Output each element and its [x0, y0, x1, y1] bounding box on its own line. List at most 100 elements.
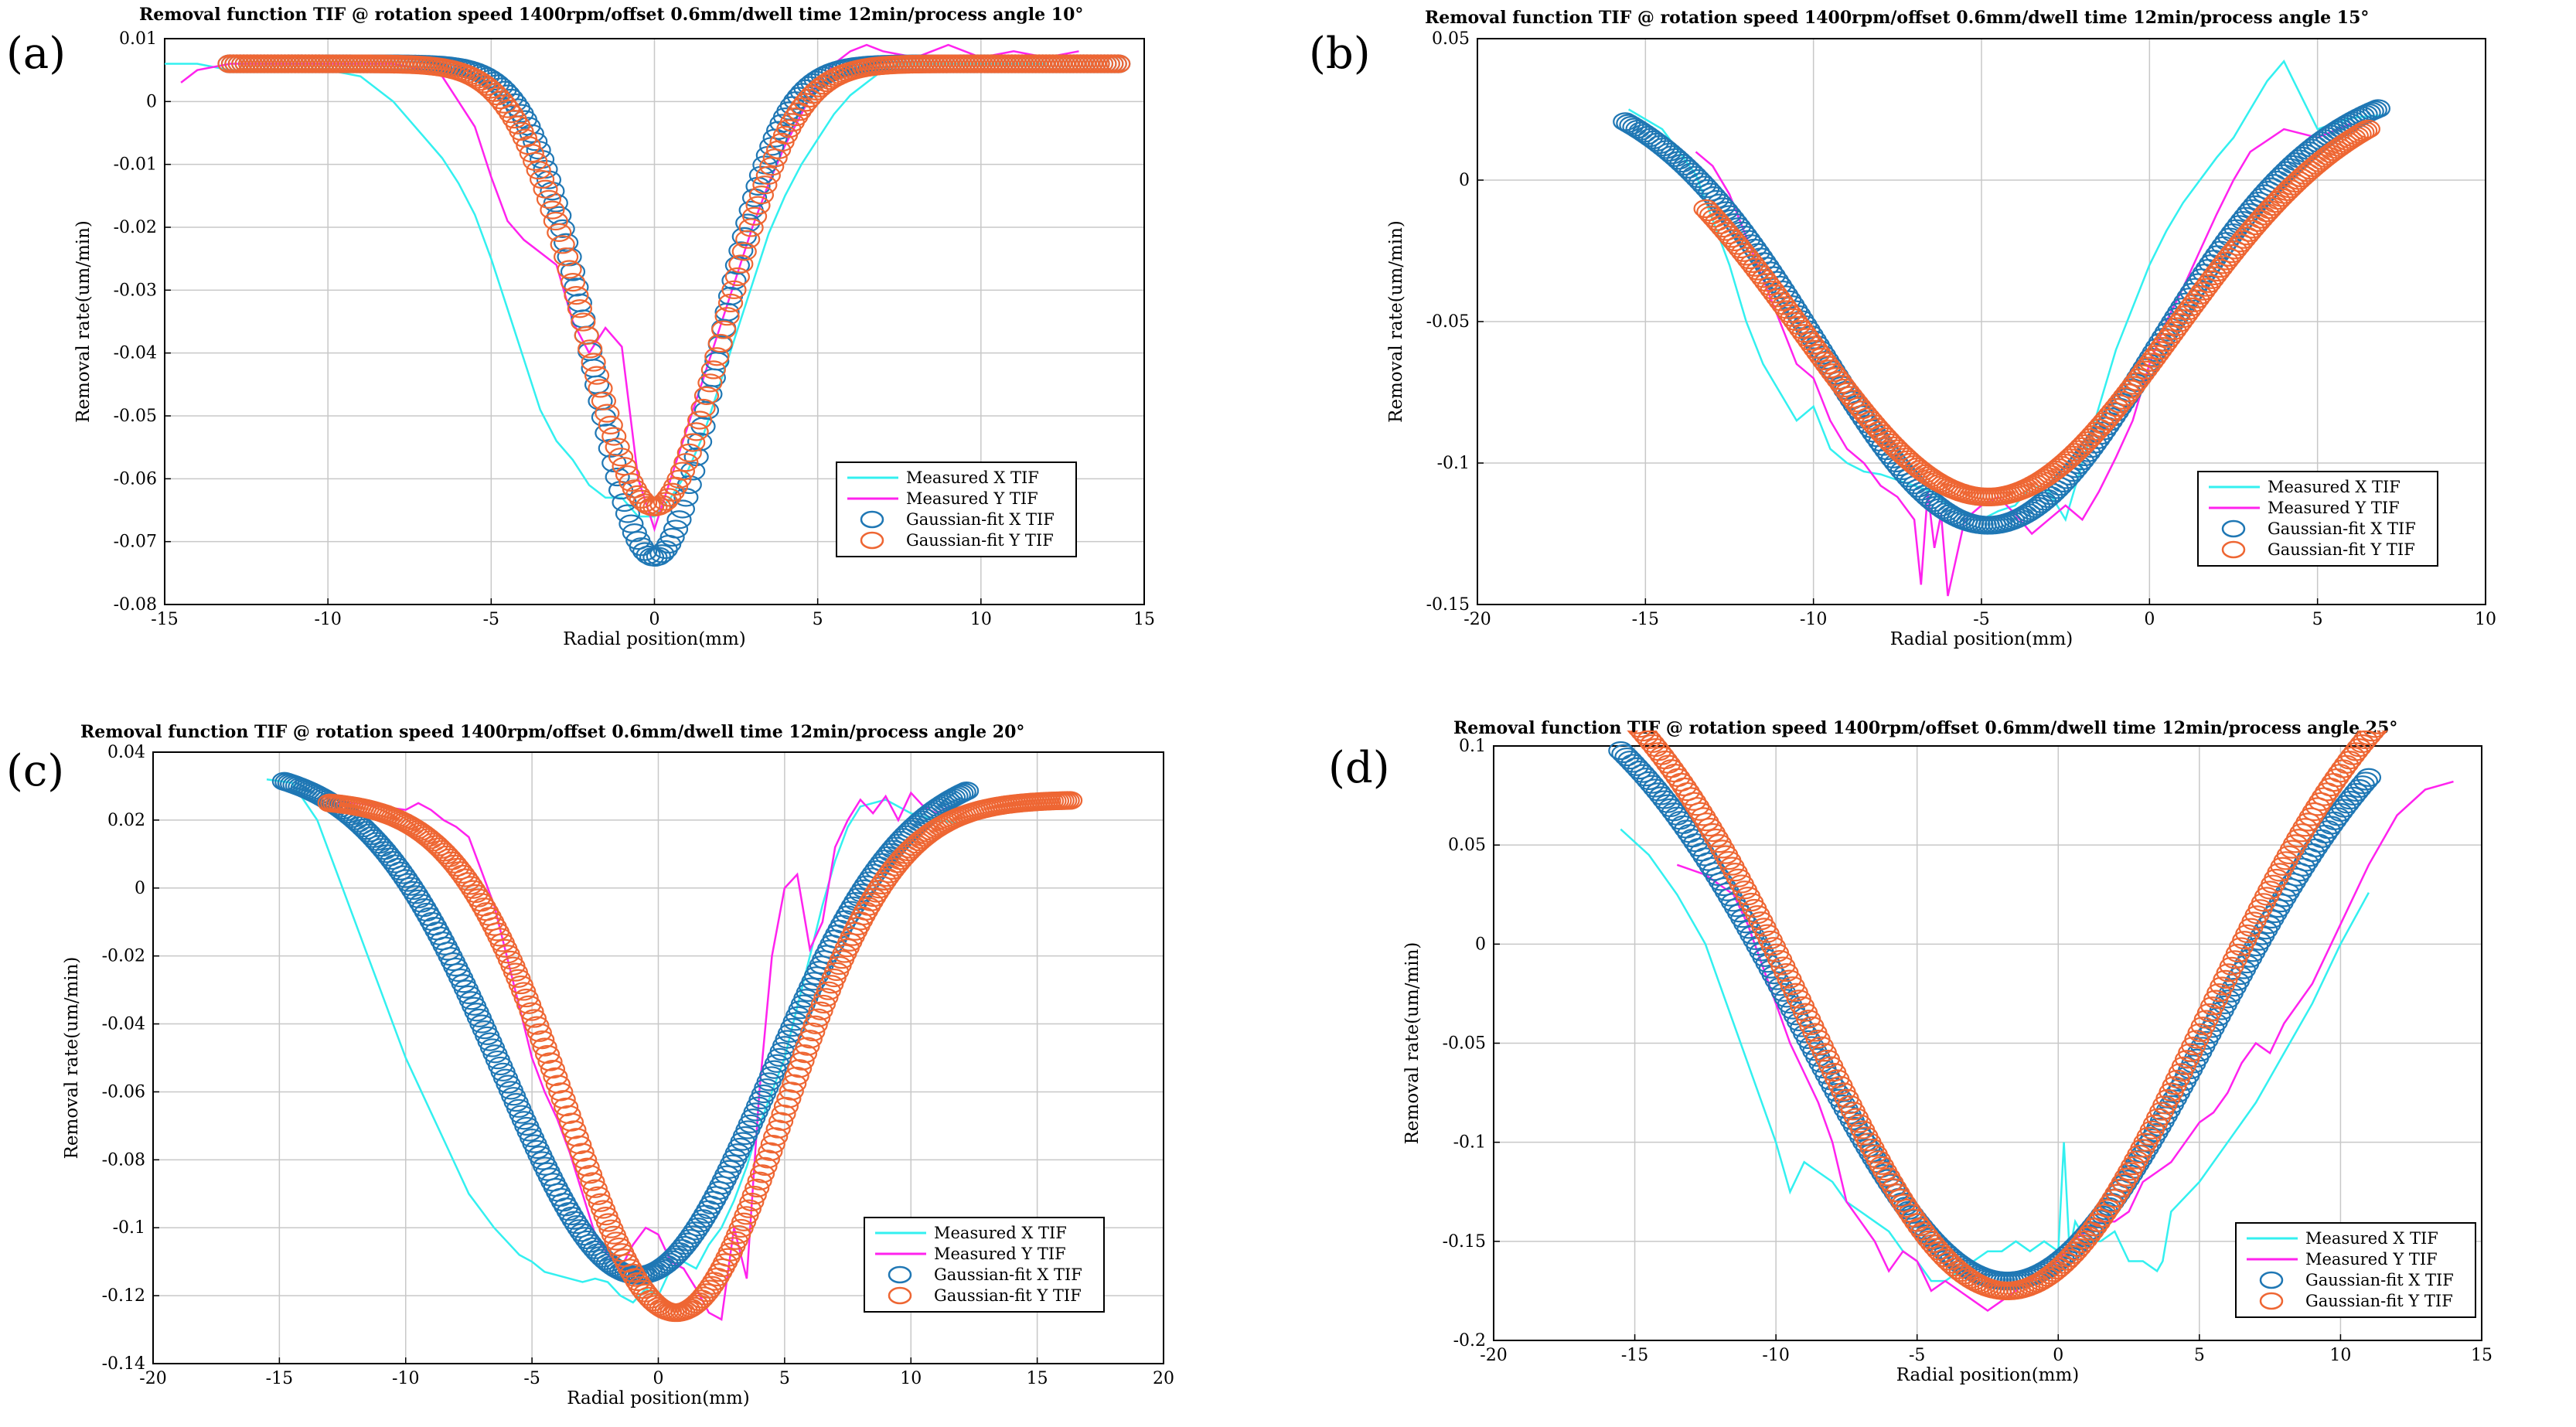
y-tick-label: -0.04 — [102, 1015, 145, 1034]
fit-point — [2395, 687, 2418, 704]
y-tick-label: -0.1 — [1437, 454, 1470, 473]
x-tick-label: 10 — [2329, 1346, 2351, 1365]
fit-point — [666, 510, 692, 530]
fit-point — [807, 78, 833, 97]
fit-point — [615, 465, 641, 485]
fit-point — [464, 70, 489, 89]
legend-marker — [888, 1265, 912, 1284]
fit-point — [478, 80, 503, 99]
fit-point — [790, 83, 816, 102]
fit-point — [458, 876, 483, 895]
fit-point — [1627, 731, 1652, 738]
legend-label: Gaussian-fit Y TIF — [934, 1286, 1082, 1305]
fit-point — [693, 386, 720, 405]
fit-point — [536, 189, 562, 209]
chart-panel-4: (d) Removal function TIF @ rotation speed… — [1328, 660, 2493, 1385]
y-tick-label: -0.12 — [102, 1286, 145, 1306]
y-tick-label: -0.1 — [1453, 1133, 1486, 1153]
legend-marker — [2259, 1271, 2284, 1289]
fit-point — [540, 1060, 566, 1079]
fit-point — [605, 467, 630, 487]
x-tick-label: -15 — [151, 610, 178, 629]
legend-label: Gaussian-fit Y TIF — [2268, 540, 2415, 559]
chart-panel-1: (a) Removal function TIF @ rotation speed… — [6, 5, 1155, 649]
fit-point — [954, 782, 980, 801]
fit-point — [1682, 165, 1707, 185]
legend-label: Measured X TIF — [906, 468, 1039, 487]
fit-point — [2356, 768, 2382, 787]
fit-point — [584, 366, 610, 385]
fit-point — [530, 1030, 555, 1050]
y-tick-label: -0.08 — [102, 1150, 145, 1170]
fit-point — [717, 293, 744, 313]
fit-point — [622, 523, 647, 543]
fit-point — [1918, 490, 1944, 509]
fit-point — [846, 887, 871, 907]
fit-point — [745, 196, 771, 215]
fit-point — [2353, 121, 2378, 141]
fit-point — [2363, 731, 2387, 738]
fit-point — [581, 352, 606, 372]
legend-label: Measured Y TIF — [2268, 499, 2400, 517]
fit-point — [574, 325, 599, 346]
fit-point — [1929, 1245, 1955, 1265]
legend-marker — [860, 510, 884, 529]
fit-point — [1869, 424, 1895, 443]
y-tick-label: -0.08 — [114, 595, 157, 615]
x-tick-label: -10 — [1762, 1346, 1789, 1365]
fit-point — [683, 1221, 708, 1241]
panel-letter: (a) — [6, 29, 66, 79]
fit-point — [2022, 499, 2047, 518]
fit-point — [755, 1149, 781, 1169]
x-axis-label: Radial position(mm) — [1896, 1365, 2080, 1385]
x-tick-label: -5 — [1909, 1346, 1925, 1365]
fit-point — [571, 312, 596, 332]
fit-point — [687, 410, 713, 430]
fit-point — [526, 161, 551, 180]
fit-point — [523, 152, 548, 171]
fit-point — [736, 1199, 762, 1218]
x-tick-label: -20 — [139, 1369, 166, 1388]
fit-point — [488, 90, 513, 110]
y-tick-label: -0.2 — [1453, 1331, 1486, 1350]
fit-point — [554, 233, 579, 252]
fit-point — [2427, 662, 2450, 679]
series-measured-x-tif — [1620, 828, 2370, 1282]
fit-point — [731, 226, 757, 247]
x-tick-label: 15 — [1133, 610, 1155, 629]
fit-point — [537, 1052, 563, 1071]
y-tick-label: -0.1 — [113, 1218, 145, 1238]
x-tick-label: 10 — [900, 1369, 922, 1388]
fit-point — [526, 1023, 552, 1042]
fit-point — [951, 782, 976, 802]
fit-point — [572, 1150, 598, 1170]
fit-point — [2257, 200, 2282, 220]
fit-point — [813, 988, 839, 1007]
x-tick-label: -15 — [1621, 1346, 1648, 1365]
fit-point — [808, 1001, 833, 1020]
fit-point — [608, 448, 634, 467]
x-tick-label: 0 — [2053, 1346, 2063, 1365]
fit-point — [598, 415, 623, 435]
legend-label: Measured X TIF — [2268, 478, 2401, 496]
fit-point — [547, 223, 572, 242]
fit-point — [741, 1185, 767, 1205]
fit-point — [738, 218, 764, 237]
fit-point — [460, 880, 486, 899]
fit-point — [535, 1044, 561, 1064]
y-tick-label: -0.02 — [114, 218, 157, 237]
fit-point — [2072, 434, 2097, 454]
legend-label: Measured Y TIF — [2305, 1250, 2438, 1269]
fit-point — [2430, 660, 2453, 677]
fit-point — [707, 333, 733, 353]
legend-label: Measured Y TIF — [934, 1245, 1066, 1263]
fit-point — [564, 285, 589, 305]
fit-point — [1613, 112, 1638, 131]
x-axis-label: Radial position(mm) — [567, 1388, 750, 1408]
fit-point — [685, 1218, 710, 1237]
fit-point — [418, 830, 444, 850]
fit-point — [760, 1134, 785, 1154]
fit-point — [567, 1135, 592, 1155]
fit-point — [492, 94, 517, 114]
x-tick-label: 0 — [653, 1369, 664, 1388]
